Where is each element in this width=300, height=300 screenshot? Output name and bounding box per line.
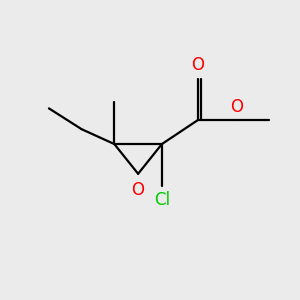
Text: Cl: Cl <box>154 191 170 209</box>
Text: O: O <box>132 181 145 199</box>
Text: O: O <box>230 98 243 116</box>
Text: O: O <box>191 56 204 74</box>
